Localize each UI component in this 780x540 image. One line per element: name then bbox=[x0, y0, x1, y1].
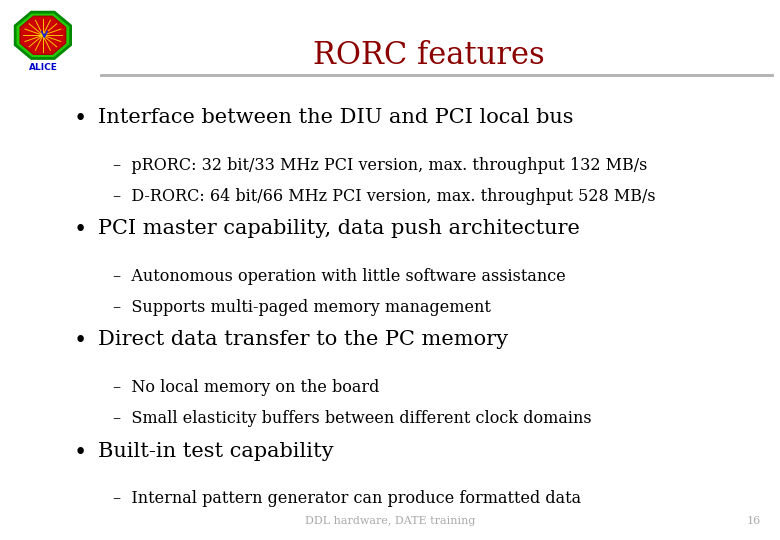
Text: •: • bbox=[74, 330, 87, 353]
Text: •: • bbox=[74, 442, 87, 464]
Text: Interface between the DIU and PCI local bus: Interface between the DIU and PCI local … bbox=[98, 108, 573, 127]
Text: Direct data transfer to the PC memory: Direct data transfer to the PC memory bbox=[98, 330, 508, 349]
Text: PCI master capability, data push architecture: PCI master capability, data push archite… bbox=[98, 219, 580, 238]
Text: RORC features: RORC features bbox=[313, 40, 545, 71]
Polygon shape bbox=[20, 16, 66, 55]
Text: DDL hardware, DATE training: DDL hardware, DATE training bbox=[305, 516, 475, 526]
Text: •: • bbox=[74, 108, 87, 130]
Text: –  No local memory on the board: – No local memory on the board bbox=[113, 379, 380, 396]
Text: –  Internal pattern generator can produce formatted data: – Internal pattern generator can produce… bbox=[113, 490, 581, 507]
Text: –  Autonomous operation with little software assistance: – Autonomous operation with little softw… bbox=[113, 268, 566, 285]
Text: Built-in test capability: Built-in test capability bbox=[98, 442, 333, 461]
Text: –  Supports multi-paged memory management: – Supports multi-paged memory management bbox=[113, 299, 491, 316]
Text: –  pRORC: 32 bit/33 MHz PCI version, max. throughput 132 MB/s: – pRORC: 32 bit/33 MHz PCI version, max.… bbox=[113, 157, 647, 173]
Text: –  Small elasticity buffers between different clock domains: – Small elasticity buffers between diffe… bbox=[113, 410, 592, 427]
Text: –  D-RORC: 64 bit/66 MHz PCI version, max. throughput 528 MB/s: – D-RORC: 64 bit/66 MHz PCI version, max… bbox=[113, 188, 656, 205]
Polygon shape bbox=[15, 12, 71, 58]
Text: ALICE: ALICE bbox=[28, 63, 58, 72]
Text: 16: 16 bbox=[746, 516, 760, 526]
Text: •: • bbox=[74, 219, 87, 241]
